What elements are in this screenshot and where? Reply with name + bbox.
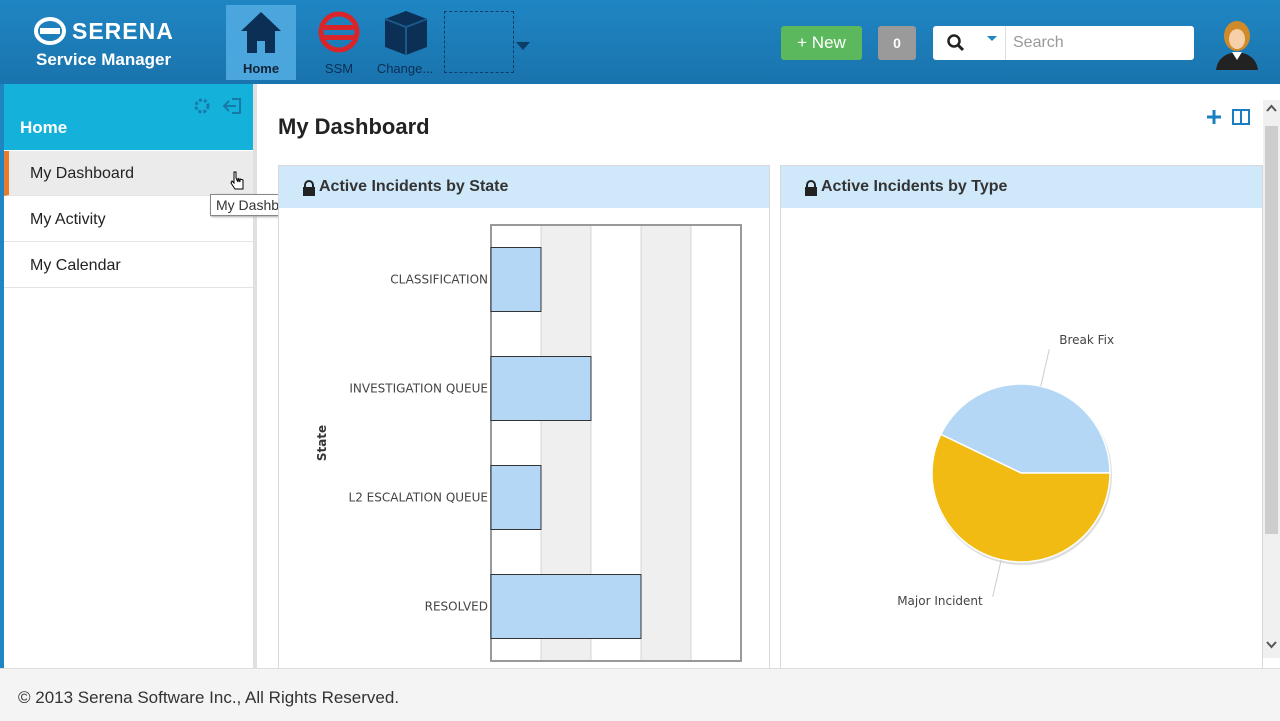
sidebar-tools[interactable] xyxy=(192,96,248,116)
lock-icon xyxy=(303,180,315,196)
tab-label: Change... xyxy=(376,61,434,76)
bar xyxy=(490,574,642,639)
tab-home[interactable]: Home xyxy=(226,5,296,80)
home-icon xyxy=(241,12,281,53)
empty-tab-slot xyxy=(444,11,514,73)
label-leader xyxy=(1040,349,1050,387)
nav-item[interactable]: My Activity xyxy=(4,197,253,242)
search-placeholder: Search xyxy=(1013,34,1064,51)
dashboard-tools[interactable] xyxy=(1206,108,1252,126)
y-tick-label: INVESTIGATION QUEUE xyxy=(349,382,488,396)
brand: SERENA xyxy=(72,18,174,44)
bar-chart: CLASSIFICATION INVESTIGATION QUEUE L2 ESCA… xyxy=(315,224,742,662)
nav-item[interactable]: My Dashboard xyxy=(4,151,253,196)
tabs-dropdown[interactable] xyxy=(516,42,530,50)
lock-icon xyxy=(805,180,817,196)
label-leader xyxy=(992,559,1002,597)
y-tick-label: RESOLVED xyxy=(425,600,488,614)
widget: Active Incidents by State CLASSIFICATION… xyxy=(278,165,770,669)
scrollbar[interactable] xyxy=(1263,100,1280,658)
axis-title: State xyxy=(315,425,329,461)
header: SERENA Service Manager Home SSM Change..… xyxy=(0,0,1280,84)
widget-title: Active Incidents by State xyxy=(279,166,769,208)
ssm-icon xyxy=(318,11,360,53)
pie-chart: Break Fix Major Incident xyxy=(897,333,1114,608)
nav-item[interactable]: My Calendar xyxy=(4,243,253,288)
sidebar-divider xyxy=(253,84,257,668)
new-button[interactable]: + New xyxy=(781,26,862,60)
slice-label: Major Incident xyxy=(897,594,983,608)
copyright: © 2013 Serena Software Inc., All Rights … xyxy=(18,688,400,707)
change-icon xyxy=(384,11,428,55)
slice-label: Break Fix xyxy=(1059,333,1114,347)
widget: Active Incidents by Type Break Fix Major … xyxy=(780,165,1263,669)
search-box[interactable]: Search xyxy=(933,26,1194,60)
sidebar-title: Home xyxy=(20,118,68,137)
count-badge[interactable]: 0 xyxy=(878,26,916,60)
search-icon xyxy=(947,34,997,52)
sidebar-edge xyxy=(0,84,4,668)
grid-band xyxy=(641,225,691,661)
bar xyxy=(490,356,592,421)
sidebar-header: Home xyxy=(4,84,253,150)
tab-ssm[interactable]: SSM xyxy=(304,5,374,80)
mouse-cursor xyxy=(230,171,244,190)
y-tick-label: L2 ESCALATION QUEUE xyxy=(349,491,488,505)
logo-icon xyxy=(34,17,66,45)
product-name: Service Manager xyxy=(36,50,172,69)
user-avatar[interactable] xyxy=(1214,20,1260,70)
pie-slice xyxy=(931,433,1111,563)
scroll-up[interactable] xyxy=(1266,104,1277,112)
search-divider xyxy=(1005,26,1006,60)
bar xyxy=(490,247,542,312)
plot-frame xyxy=(490,224,742,662)
widget-title: Active Incidents by Type xyxy=(781,166,1262,208)
pie-slice xyxy=(939,383,1111,474)
footer: © 2013 Serena Software Inc., All Rights … xyxy=(0,668,1280,721)
tab-label: SSM xyxy=(324,61,354,76)
page-title: My Dashboard xyxy=(278,114,430,139)
y-tick-label: CLASSIFICATION xyxy=(390,273,488,287)
bar xyxy=(490,465,542,530)
scroll-thumb[interactable] xyxy=(1265,126,1278,534)
tab-label: Home xyxy=(242,61,280,76)
scroll-down[interactable] xyxy=(1266,641,1277,649)
tab-change[interactable]: Change... xyxy=(370,5,440,80)
